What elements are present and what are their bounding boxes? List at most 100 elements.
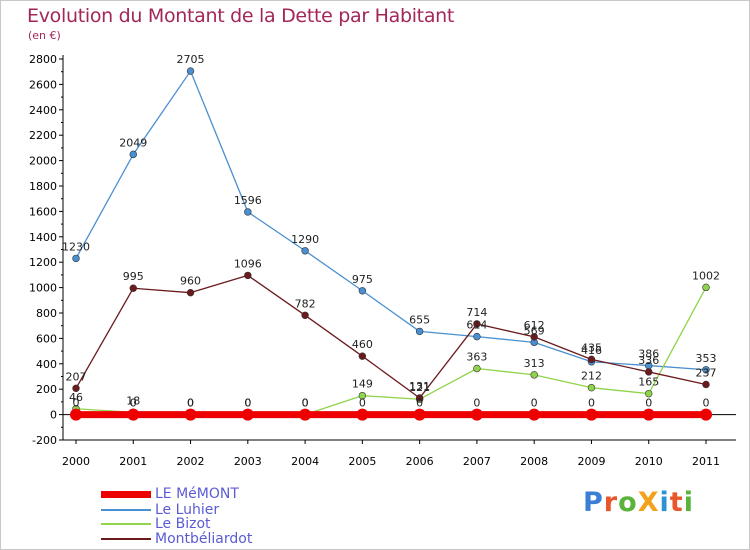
data-label: 614 <box>466 319 487 332</box>
data-label: 0 <box>703 397 710 410</box>
legend-label: Le Luhier <box>155 502 220 518</box>
logo-letter: i <box>659 487 670 518</box>
data-label: 714 <box>466 306 487 319</box>
logo-letter: o <box>618 487 638 518</box>
y-tick-label: 1000 <box>29 282 57 295</box>
data-label: 0 <box>73 397 80 410</box>
data-label: 131 <box>409 380 430 393</box>
y-tick-label: -200 <box>32 434 57 447</box>
data-label: 0 <box>359 397 366 410</box>
data-point <box>301 311 309 319</box>
data-label: 1096 <box>234 257 262 270</box>
data-point <box>244 208 252 216</box>
y-tick-label: 1600 <box>29 205 57 218</box>
data-point <box>587 355 596 364</box>
x-tick-label: 2006 <box>406 455 434 468</box>
data-point <box>70 408 82 421</box>
x-tick-label: 2002 <box>177 455 205 468</box>
data-label: 1596 <box>234 194 262 207</box>
data-label: 0 <box>244 397 251 410</box>
data-point <box>528 408 541 421</box>
logo-letter: r <box>603 487 619 518</box>
y-tick-label: 2600 <box>29 78 57 91</box>
data-label: 0 <box>416 397 423 410</box>
data-label: 46 <box>69 391 83 404</box>
data-label: 386 <box>638 348 659 361</box>
data-point <box>72 254 80 263</box>
data-label: 0 <box>130 397 137 410</box>
data-label: 960 <box>180 275 201 288</box>
data-label: 0 <box>531 397 538 410</box>
x-tick-label: 2004 <box>291 455 319 468</box>
data-label: 1002 <box>692 269 720 282</box>
series-line <box>75 70 707 371</box>
data-point <box>473 320 481 328</box>
legend-label: LE MéMONT <box>155 486 239 502</box>
data-point <box>244 271 252 280</box>
legend-label: Le Bizot <box>155 516 211 532</box>
data-label: 336 <box>638 354 659 367</box>
data-point <box>470 408 483 421</box>
y-tick-label: 2400 <box>29 104 57 117</box>
legend-label: Montbéliardot <box>155 531 253 547</box>
data-point <box>415 394 424 402</box>
legend-item-montbeliardot: Montbéliardot <box>101 531 252 547</box>
logo-letter: t <box>669 487 684 518</box>
data-label: 207 <box>66 370 87 383</box>
unit-label: (en €) <box>28 29 61 42</box>
x-tick-label: 2009 <box>577 455 605 468</box>
x-tick-label: 2008 <box>520 455 548 468</box>
series-line <box>75 274 707 399</box>
data-point <box>129 150 137 159</box>
data-label: 18 <box>126 394 140 407</box>
data-point <box>72 384 80 393</box>
data-label: 569 <box>524 324 545 337</box>
data-point <box>299 408 312 421</box>
data-label: 237 <box>696 367 717 380</box>
data-label: 2049 <box>119 136 147 149</box>
data-label: 612 <box>524 319 545 332</box>
y-tick-label: 2200 <box>29 129 57 142</box>
x-tick-label: 2011 <box>692 455 720 468</box>
data-label: 655 <box>409 313 430 326</box>
data-label: 0 <box>645 397 652 410</box>
data-label: 975 <box>352 273 373 286</box>
logo-letter: i <box>683 487 694 518</box>
series-line <box>75 287 707 416</box>
data-label: 1230 <box>62 240 90 253</box>
data-label: 416 <box>581 344 602 357</box>
legend-swatch <box>101 509 151 511</box>
y-tick-label: 0 <box>50 409 57 422</box>
data-label: 460 <box>352 338 373 351</box>
data-point <box>585 408 598 421</box>
data-point <box>702 366 710 374</box>
x-tick-label: 2005 <box>348 455 376 468</box>
y-tick-label: 200 <box>36 383 57 396</box>
data-label: 0 <box>187 397 194 410</box>
y-tick-label: 2000 <box>29 155 57 168</box>
logo-letter: P <box>583 487 604 518</box>
logo-letter: X <box>637 487 660 518</box>
legend-item-le-luhier: Le Luhier <box>101 502 219 518</box>
data-label: 149 <box>352 378 373 391</box>
data-point <box>129 284 137 292</box>
x-tick-label: 2007 <box>463 455 491 468</box>
data-label: 0 <box>302 397 309 410</box>
data-label: 363 <box>466 350 487 363</box>
data-label: 0 <box>588 397 595 410</box>
data-label: 1290 <box>291 233 319 246</box>
data-label: 313 <box>524 357 545 370</box>
data-point <box>700 408 712 421</box>
y-tick-label: 1400 <box>29 231 57 244</box>
y-tick-label: 2800 <box>29 53 57 66</box>
data-label: 2705 <box>177 53 205 66</box>
data-point <box>415 327 424 336</box>
data-label: 212 <box>581 370 602 383</box>
data-point <box>642 408 655 421</box>
data-point <box>358 352 367 360</box>
y-tick-label: 800 <box>36 307 57 320</box>
x-tick-label: 2010 <box>635 455 663 468</box>
legend-swatch <box>101 538 151 540</box>
data-label: 165 <box>638 376 659 389</box>
